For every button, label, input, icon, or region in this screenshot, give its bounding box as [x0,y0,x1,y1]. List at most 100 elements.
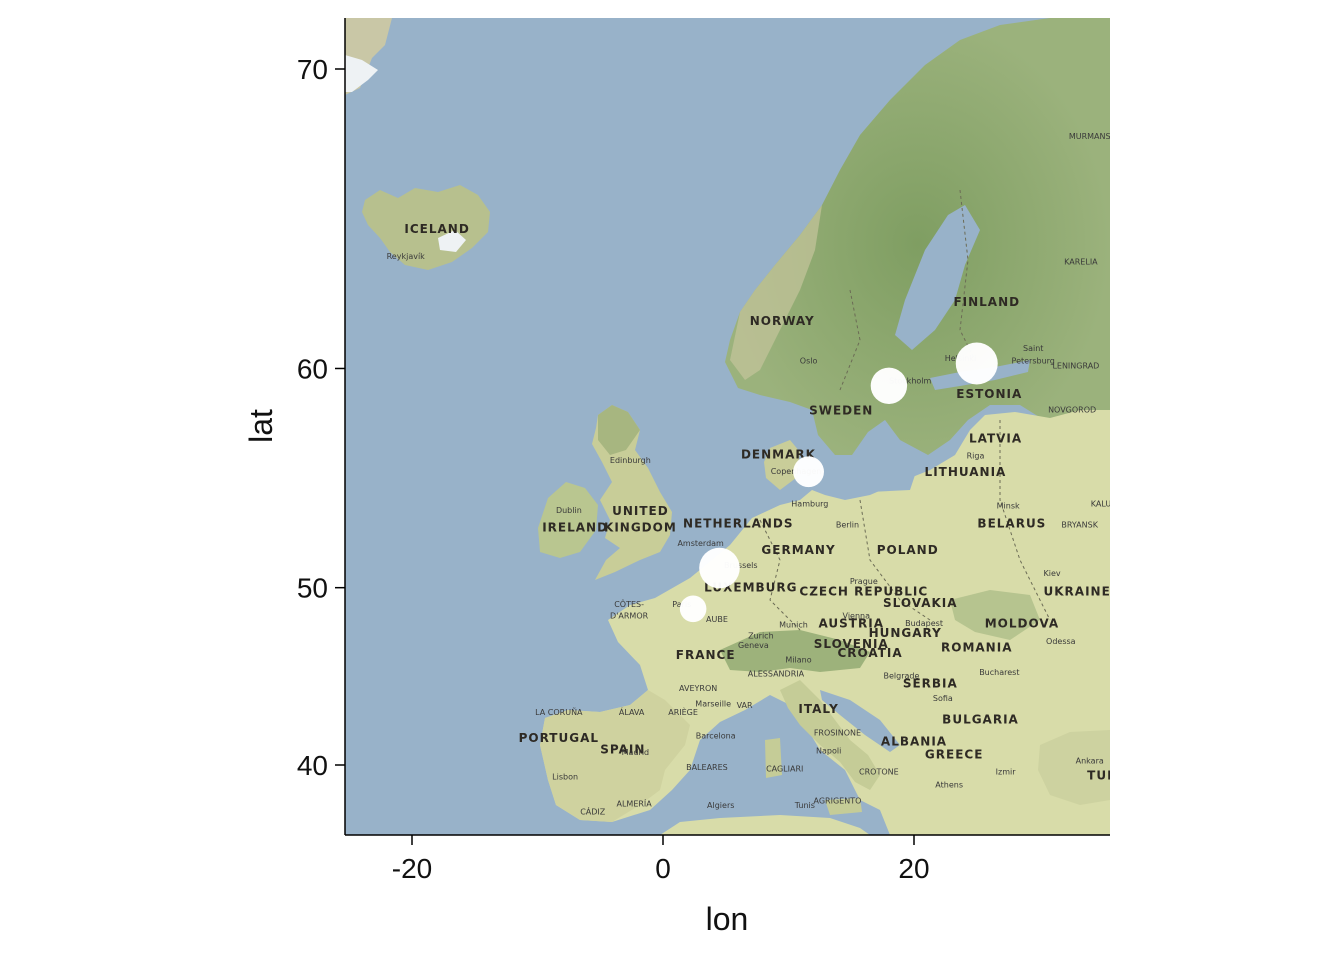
sardinia-land [765,738,782,778]
place-label: Geneva [738,641,769,650]
data-point [793,456,824,488]
place-label: Vienna [843,611,871,620]
country-label: SWEDEN [809,404,873,418]
place-label: NOVGOROD [1048,405,1096,414]
place-label: Algiers [707,801,734,810]
place-label: Brussels [724,561,758,570]
country-label: ESTONIA [956,387,1022,401]
y-axis-ticks: 40 50 60 70 [297,54,345,781]
x-axis-label: lon [706,901,749,937]
country-label: GERMANY [761,543,835,557]
place-label: Madrid [622,748,649,757]
place-label: Berlin [836,520,859,529]
place-label: Reykjavík [387,252,426,261]
country-label: BELARUS [977,516,1046,530]
place-label: BRYANSK [1061,520,1098,529]
place-label: LA CORUÑA [535,707,583,717]
country-label: SPAIN [600,743,645,757]
country-label: ALBANIA [881,734,947,748]
place-label: Kiev [1043,569,1060,578]
points-layer [679,342,998,623]
place-label: Belgrade [883,671,919,680]
denmark-land [764,440,800,490]
place-label: Zurich [748,632,774,641]
y-axis-label: lat [243,409,279,443]
place-label: Oslo [800,356,818,365]
place-label: Barcelona [696,732,736,741]
place-label: Edinburgh [610,456,651,465]
place-label: Bucharest [979,668,1019,677]
place-label: Lisbon [552,773,578,782]
y-tick-label: 40 [297,750,328,781]
country-label: SLOVENIA [814,637,889,651]
north-africa-land [660,815,870,835]
poland-border [859,499,931,621]
country-label: LATVIA [969,432,1022,446]
y-tick-label: 70 [297,54,328,85]
country-label: POLAND [877,543,939,557]
country-label: SLOVAKIA [883,596,958,610]
place-label: Budapest [905,619,943,628]
place-label: ALMERÍA [616,798,652,809]
place-label: Dublin [556,506,582,515]
country-label: NETHERLANDS [683,516,794,530]
norway-highlands [730,205,822,380]
country-label: BULGARIA [942,712,1019,726]
country-label: GREECE [925,747,984,761]
place-label: AVEYRON [679,684,717,693]
place-label: BALEARES [686,763,728,772]
country-label: MOLDOVA [985,617,1059,631]
place-label: Prague [850,577,878,586]
iceland-glacier [438,230,466,252]
place-label: KARELIA [1064,258,1098,267]
place-label: CÔTES- [614,598,644,609]
y-tick-label: 60 [297,353,328,384]
x-tick-label: 20 [898,853,929,884]
place-label: Milano [785,655,811,664]
y-tick-label: 50 [297,573,328,604]
italy-land [780,680,880,790]
basemap: ICELAND NORWAY SWEDEN FINLAND ESTONIA LATVIA L… [345,18,1117,835]
baltic-south [800,445,920,492]
x-tick-label: -20 [392,853,432,884]
eastern-border [999,420,1051,621]
scandinavia-land [725,18,1110,470]
country-label: ITALY [798,702,838,716]
country-label: FRANCE [676,648,736,662]
country-label: HUNGARY [869,626,942,640]
country-label: TUR [1087,769,1117,783]
country-label: DENMARK [741,447,816,461]
gulf-of-bothnia [895,205,980,350]
place-label: Riga [967,451,985,460]
place-label: FROSINONE [814,728,861,737]
ireland-land [538,482,598,558]
place-label: Napoli [816,747,841,756]
place-label: Odessa [1046,637,1076,646]
place-label: AGRIGENTO [814,796,862,805]
alps-relief [720,630,870,672]
data-point [955,342,998,385]
country-label: UKRAINE [1044,584,1111,598]
iberia-land [540,690,690,822]
place-label: Petersburg [1012,356,1055,365]
place-label: Ankara [1076,756,1104,765]
country-label: KINGDOM [604,521,677,535]
place-label: MURMANS [1069,132,1111,141]
place-label: Munich [779,621,808,630]
place-label: Athens [935,781,963,790]
place-label: CROTONE [859,768,899,777]
country-label: FINLAND [953,295,1020,309]
scottish-highlands [598,405,640,455]
place-label: ÁLAVA [619,706,645,717]
place-label: Marseille [695,699,731,708]
country-label: AUSTRIA [819,617,884,631]
x-tick-label: 0 [655,853,671,884]
norway-sweden-border [839,289,861,391]
country-label: IRELAND [542,521,608,535]
place-label: Hamburg [791,499,828,508]
country-label: UNITED [612,504,669,518]
greenland-ice [345,55,378,92]
country-labels: ICELAND NORWAY SWEDEN FINLAND ESTONIA LATVIA L… [404,222,1117,783]
place-label: CAGLIARI [766,765,803,774]
country-label: LITHUANIA [925,465,1007,479]
